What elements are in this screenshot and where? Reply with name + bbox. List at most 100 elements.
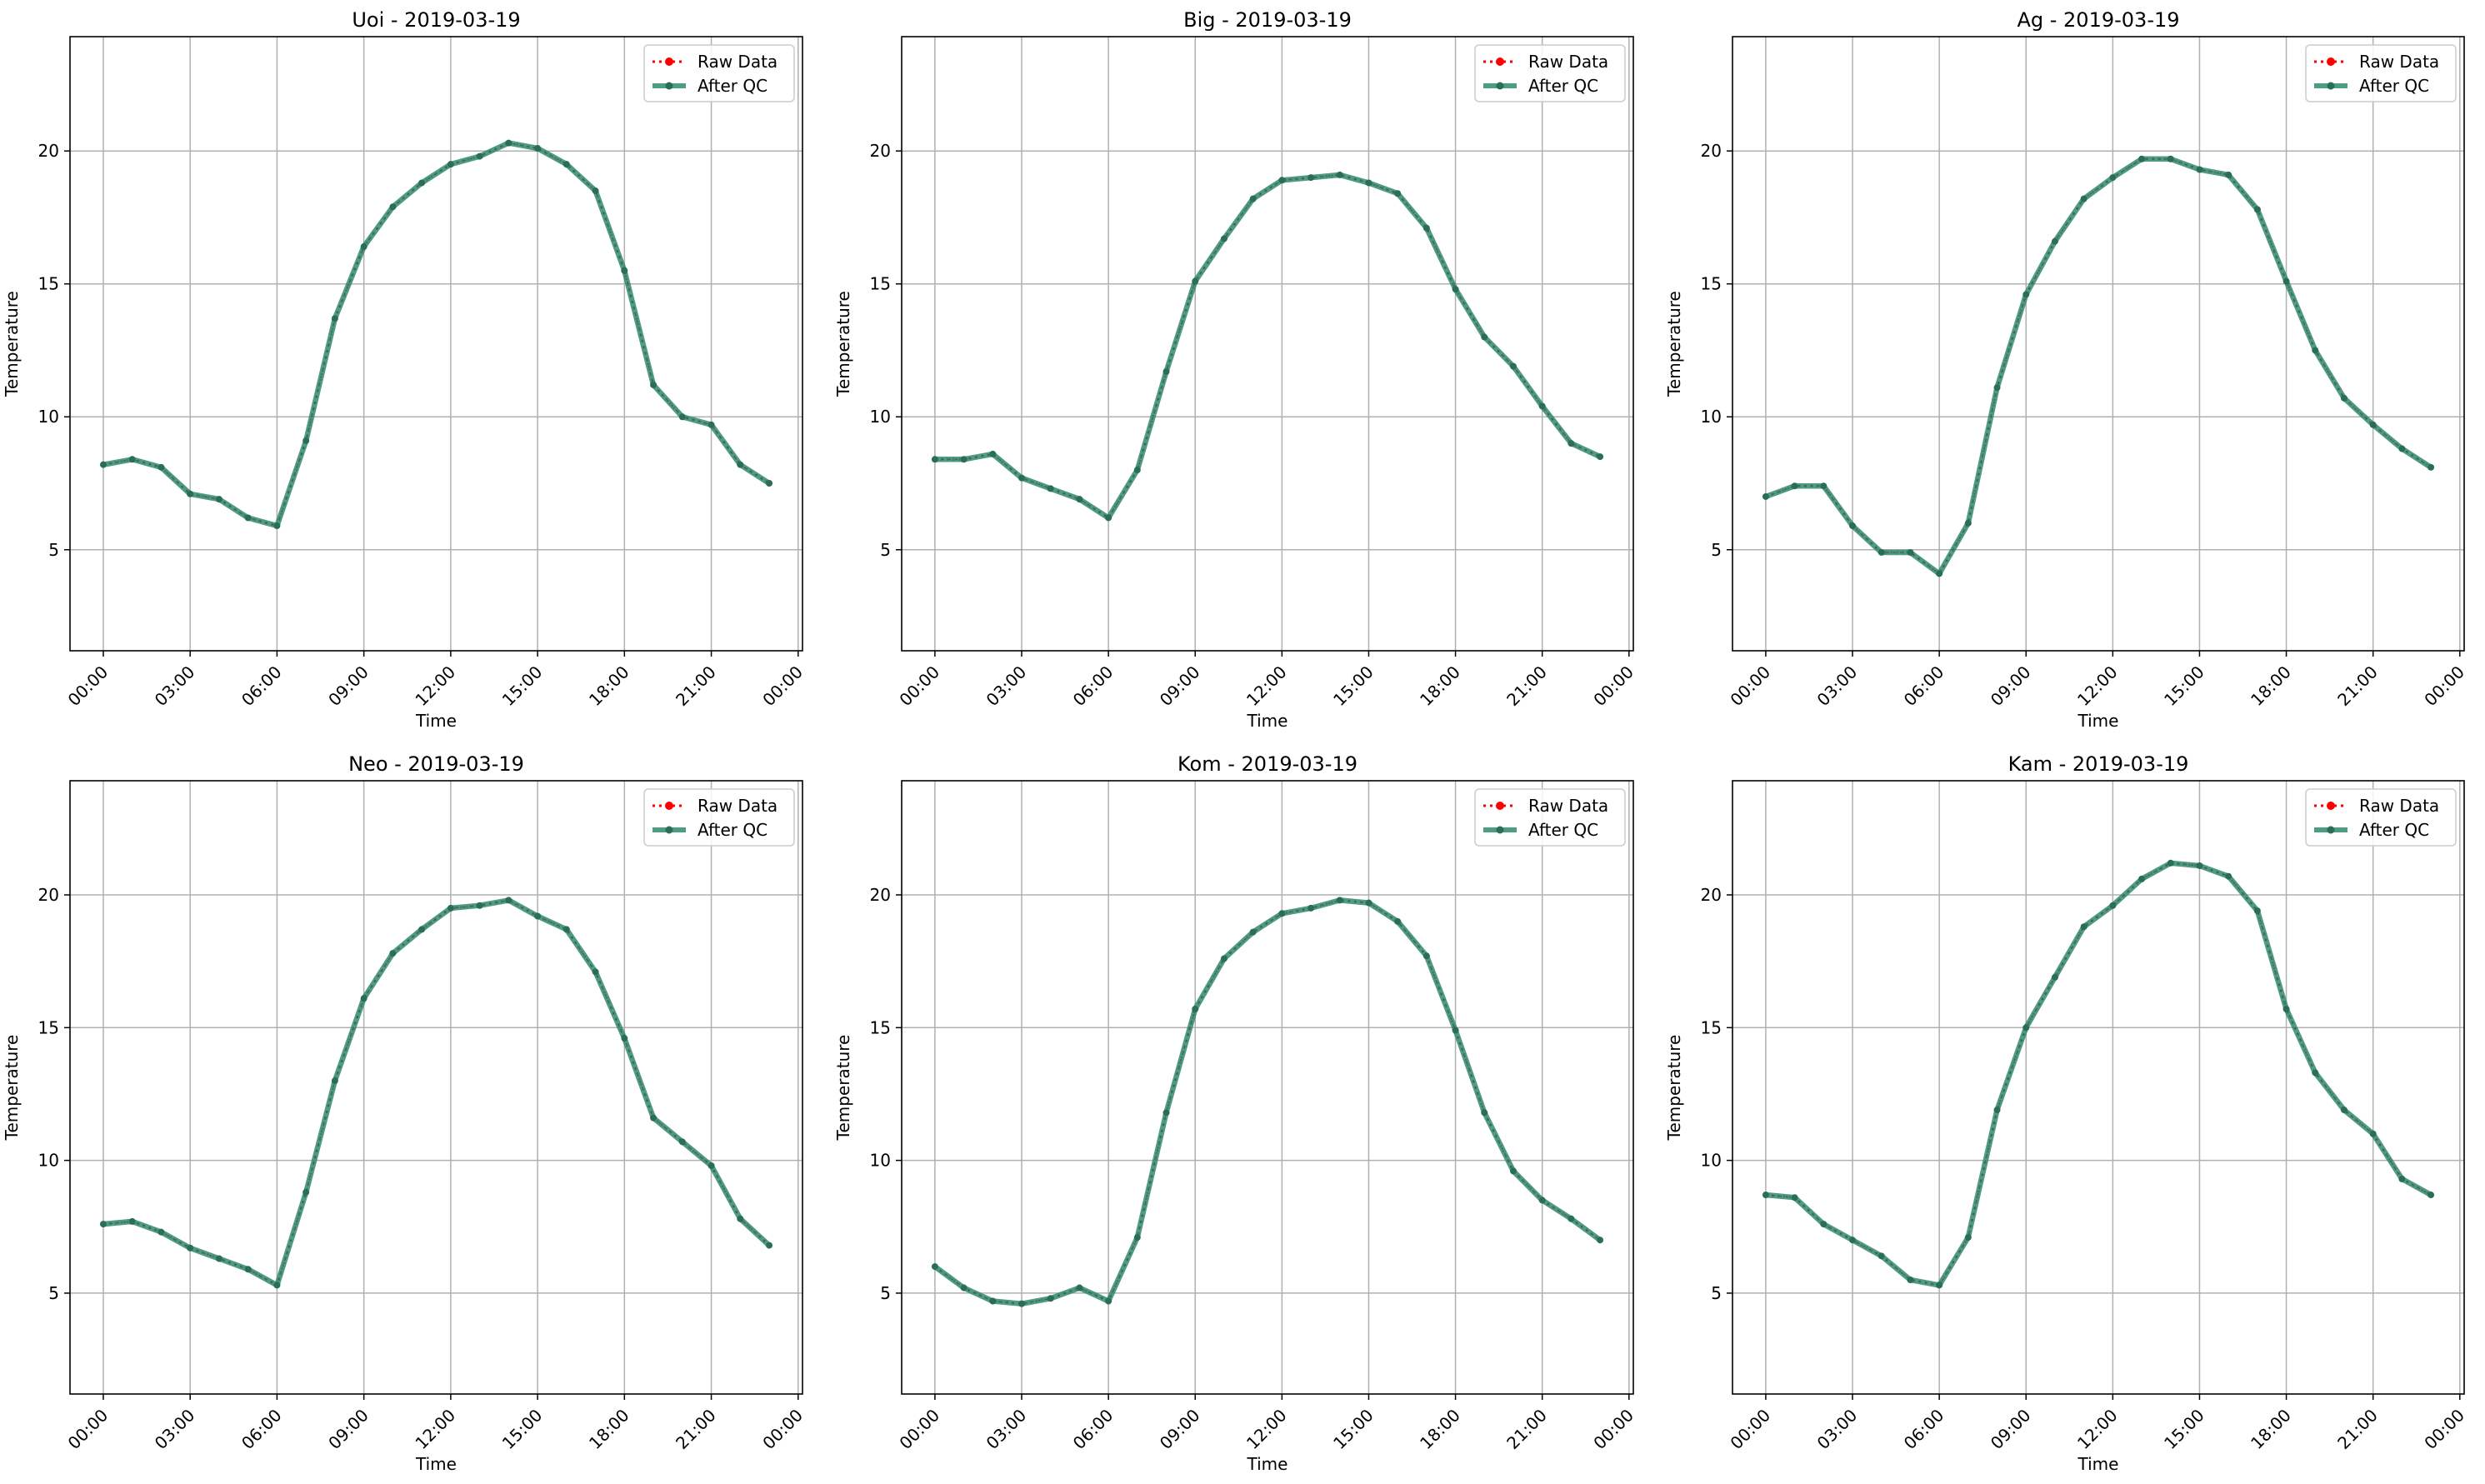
- legend-qc-marker: [2327, 826, 2335, 834]
- chart-title: Uoi - 2019-03-19: [352, 8, 520, 32]
- data-point: [476, 152, 483, 160]
- data-point: [2109, 174, 2117, 182]
- data-point: [1568, 440, 1575, 447]
- data-points: [99, 139, 773, 530]
- data-point: [389, 203, 397, 211]
- legend-raw-label: Raw Data: [1528, 52, 1608, 72]
- data-point: [592, 187, 599, 195]
- data-point: [1192, 1006, 1199, 1013]
- data-point: [1162, 1109, 1170, 1117]
- legend-qc-marker: [1496, 826, 1504, 834]
- data-point: [360, 243, 368, 251]
- data-point: [1336, 897, 1343, 904]
- y-tick-label: 10: [38, 1151, 59, 1171]
- legend-raw-marker: [1496, 57, 1504, 66]
- data-points: [1762, 859, 2435, 1289]
- data-point: [2253, 907, 2261, 915]
- data-point: [2167, 155, 2174, 162]
- y-tick-label: 10: [38, 407, 59, 427]
- data-point: [2282, 277, 2290, 285]
- data-point: [2369, 421, 2377, 428]
- data-point: [128, 1217, 136, 1225]
- data-point: [1076, 1284, 1083, 1292]
- data-point: [1993, 1107, 2001, 1114]
- legend: Raw Data After QC: [643, 788, 795, 847]
- data-point: [2398, 445, 2406, 452]
- data-point: [1597, 453, 1604, 461]
- data-point: [2109, 902, 2117, 909]
- y-axis-label: Temperature: [833, 291, 853, 397]
- data-point: [215, 496, 222, 503]
- data-point: [1133, 467, 1141, 474]
- data-point: [2312, 1069, 2319, 1077]
- data-point: [331, 315, 338, 322]
- data-point: [1018, 474, 1026, 482]
- data-point: [1597, 1237, 1604, 1244]
- legend-qc-marker: [1496, 82, 1504, 90]
- y-tick-label: 20: [38, 885, 59, 905]
- data-point: [2225, 872, 2232, 880]
- data-point: [2428, 463, 2435, 471]
- axes-frame: [1732, 36, 2465, 652]
- y-tick-label: 10: [1701, 1151, 1722, 1171]
- legend-raw-marker: [1496, 802, 1504, 810]
- data-point: [1452, 1027, 1459, 1034]
- data-point: [99, 461, 107, 468]
- chart-title: Neo - 2019-03-19: [348, 752, 524, 776]
- data-point: [1820, 482, 1828, 490]
- data-point: [1365, 899, 1372, 907]
- grid: [902, 37, 1633, 651]
- data-point: [1308, 904, 1315, 912]
- y-axis-label: Temperature: [1664, 1035, 1684, 1142]
- data-point: [2080, 923, 2088, 931]
- legend-qc-label: After QC: [2359, 820, 2429, 840]
- data-point: [1105, 514, 1112, 522]
- data-point: [2138, 875, 2146, 882]
- data-point: [1568, 1215, 1575, 1222]
- data-point: [244, 1266, 252, 1273]
- data-point: [2340, 1107, 2348, 1114]
- data-point: [1192, 277, 1199, 285]
- data-point: [1993, 384, 2001, 392]
- data-point: [989, 450, 997, 457]
- data-point: [1509, 1167, 1517, 1175]
- legend-qc-marker: [665, 82, 673, 90]
- axes-frame: [69, 780, 803, 1395]
- data-points: [1762, 155, 2435, 577]
- grid: [1732, 781, 2464, 1394]
- data-point: [2051, 237, 2058, 245]
- chart-title: Kam - 2019-03-19: [2008, 752, 2189, 776]
- data-point: [389, 950, 397, 957]
- data-point: [2225, 171, 2232, 178]
- legend-raw-label: Raw Data: [2359, 796, 2439, 816]
- y-tick-label: 20: [1701, 141, 1722, 161]
- y-tick-label: 20: [38, 141, 59, 161]
- legend-qc-label: After QC: [1528, 76, 1598, 96]
- data-point: [1278, 177, 1286, 184]
- data-points: [931, 171, 1604, 522]
- data-point: [2282, 1006, 2290, 1013]
- data-point: [1849, 522, 1857, 530]
- data-point: [1509, 362, 1517, 370]
- data-point: [187, 490, 194, 497]
- data-point: [621, 267, 628, 274]
- data-point: [2167, 859, 2174, 867]
- data-point: [158, 463, 165, 471]
- data-point: [418, 179, 426, 187]
- data-point: [447, 904, 454, 912]
- data-point: [2051, 973, 2058, 981]
- legend: Raw Data After QC: [2305, 44, 2457, 102]
- data-point: [2312, 347, 2319, 354]
- data-point: [215, 1255, 222, 1262]
- data-point: [960, 1284, 968, 1292]
- data-point: [708, 421, 715, 428]
- legend-qc-label: After QC: [698, 820, 768, 840]
- data-point: [708, 1162, 715, 1169]
- data-point: [1762, 1192, 1769, 1199]
- data-point: [1538, 1197, 1546, 1204]
- legend-raw-marker: [665, 802, 673, 810]
- data-point: [766, 480, 773, 487]
- data-point: [678, 413, 686, 421]
- y-tick-label: 20: [870, 141, 891, 161]
- data-point: [1538, 402, 1546, 410]
